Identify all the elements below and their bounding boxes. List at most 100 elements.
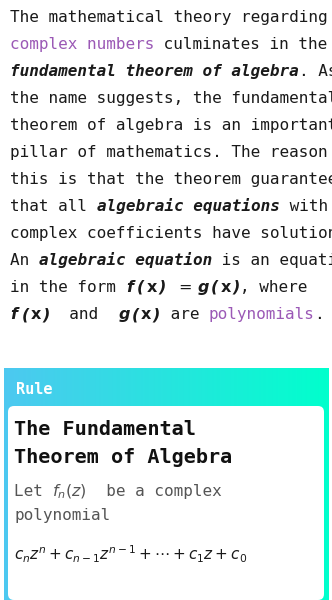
- Bar: [122, 368, 123, 600]
- Bar: [26, 368, 27, 600]
- Bar: [186, 368, 187, 600]
- Bar: [166, 368, 168, 600]
- Bar: [27, 368, 28, 600]
- Bar: [207, 368, 208, 600]
- Bar: [324, 368, 325, 600]
- Bar: [14, 368, 15, 600]
- Bar: [312, 368, 313, 600]
- Bar: [61, 368, 63, 600]
- Bar: [107, 368, 108, 600]
- Bar: [179, 368, 181, 600]
- Bar: [100, 368, 102, 600]
- Bar: [125, 368, 126, 600]
- Bar: [82, 368, 83, 600]
- Text: . As: . As: [299, 64, 332, 79]
- Bar: [311, 368, 312, 600]
- Bar: [120, 368, 121, 600]
- Bar: [93, 368, 94, 600]
- Bar: [281, 368, 282, 600]
- Bar: [301, 368, 302, 600]
- Bar: [108, 368, 109, 600]
- Bar: [116, 368, 118, 600]
- Bar: [6, 368, 8, 600]
- Text: are: are: [161, 307, 209, 322]
- Bar: [37, 368, 38, 600]
- Bar: [222, 368, 224, 600]
- Bar: [135, 368, 136, 600]
- Bar: [150, 368, 151, 600]
- Bar: [72, 368, 74, 600]
- Bar: [300, 368, 301, 600]
- Bar: [181, 368, 183, 600]
- Text: , where: , where: [240, 280, 307, 295]
- Bar: [318, 368, 320, 600]
- Bar: [112, 368, 114, 600]
- Bar: [79, 368, 80, 600]
- Bar: [223, 368, 225, 600]
- Bar: [205, 368, 207, 600]
- Bar: [234, 368, 236, 600]
- Bar: [52, 368, 54, 600]
- Bar: [288, 368, 290, 600]
- Text: $\mathit{f}_n(z)$: $\mathit{f}_n(z)$: [52, 482, 87, 500]
- Bar: [111, 368, 113, 600]
- Bar: [320, 368, 322, 600]
- Text: is an equation: is an equation: [212, 253, 332, 268]
- FancyBboxPatch shape: [8, 406, 324, 600]
- Bar: [197, 368, 199, 600]
- Bar: [203, 368, 204, 600]
- Text: $\mathbfit{)}$: $\mathbfit{)}$: [152, 305, 161, 323]
- Bar: [97, 368, 99, 600]
- Text: $\mathbf{x}$: $\mathbf{x}$: [140, 307, 152, 322]
- Bar: [96, 368, 97, 600]
- Bar: [162, 368, 163, 600]
- Bar: [85, 368, 87, 600]
- Bar: [156, 368, 158, 600]
- Bar: [221, 368, 223, 600]
- Bar: [13, 368, 14, 600]
- Bar: [77, 368, 79, 600]
- Bar: [313, 368, 314, 600]
- Bar: [263, 368, 265, 600]
- Bar: [41, 368, 42, 600]
- Bar: [75, 368, 77, 600]
- Bar: [176, 368, 177, 600]
- Bar: [19, 368, 21, 600]
- Text: $\mathbfit{g}$: $\mathbfit{g}$: [118, 308, 131, 324]
- Bar: [169, 368, 171, 600]
- Bar: [17, 368, 19, 600]
- Bar: [317, 368, 319, 600]
- Bar: [256, 368, 257, 600]
- Bar: [126, 368, 127, 600]
- Bar: [310, 368, 311, 600]
- Bar: [182, 368, 184, 600]
- Bar: [213, 368, 215, 600]
- Bar: [206, 368, 208, 600]
- Bar: [18, 368, 20, 600]
- Bar: [253, 368, 255, 600]
- Bar: [170, 368, 172, 600]
- Text: $\mathbfit{f}$: $\mathbfit{f}$: [125, 279, 136, 295]
- Bar: [175, 368, 176, 600]
- Bar: [58, 368, 59, 600]
- Text: $\mathbfit{(}$: $\mathbfit{(}$: [136, 278, 146, 296]
- Bar: [323, 368, 324, 600]
- Bar: [43, 368, 44, 600]
- Bar: [304, 368, 306, 600]
- Bar: [144, 368, 146, 600]
- Text: fundamental theorem of algebra: fundamental theorem of algebra: [10, 64, 299, 79]
- Text: $\mathbfit{(}$: $\mathbfit{(}$: [131, 305, 140, 323]
- Text: Let: Let: [14, 484, 52, 499]
- Text: algebraic equation: algebraic equation: [39, 252, 212, 268]
- Text: $\mathbf{x}$: $\mathbf{x}$: [146, 280, 158, 295]
- Bar: [146, 368, 148, 600]
- Bar: [137, 368, 138, 600]
- Bar: [143, 368, 145, 600]
- Bar: [249, 368, 251, 600]
- Bar: [224, 368, 226, 600]
- Bar: [101, 368, 103, 600]
- Bar: [152, 368, 153, 600]
- Bar: [284, 368, 285, 600]
- Bar: [290, 368, 292, 600]
- Bar: [285, 368, 287, 600]
